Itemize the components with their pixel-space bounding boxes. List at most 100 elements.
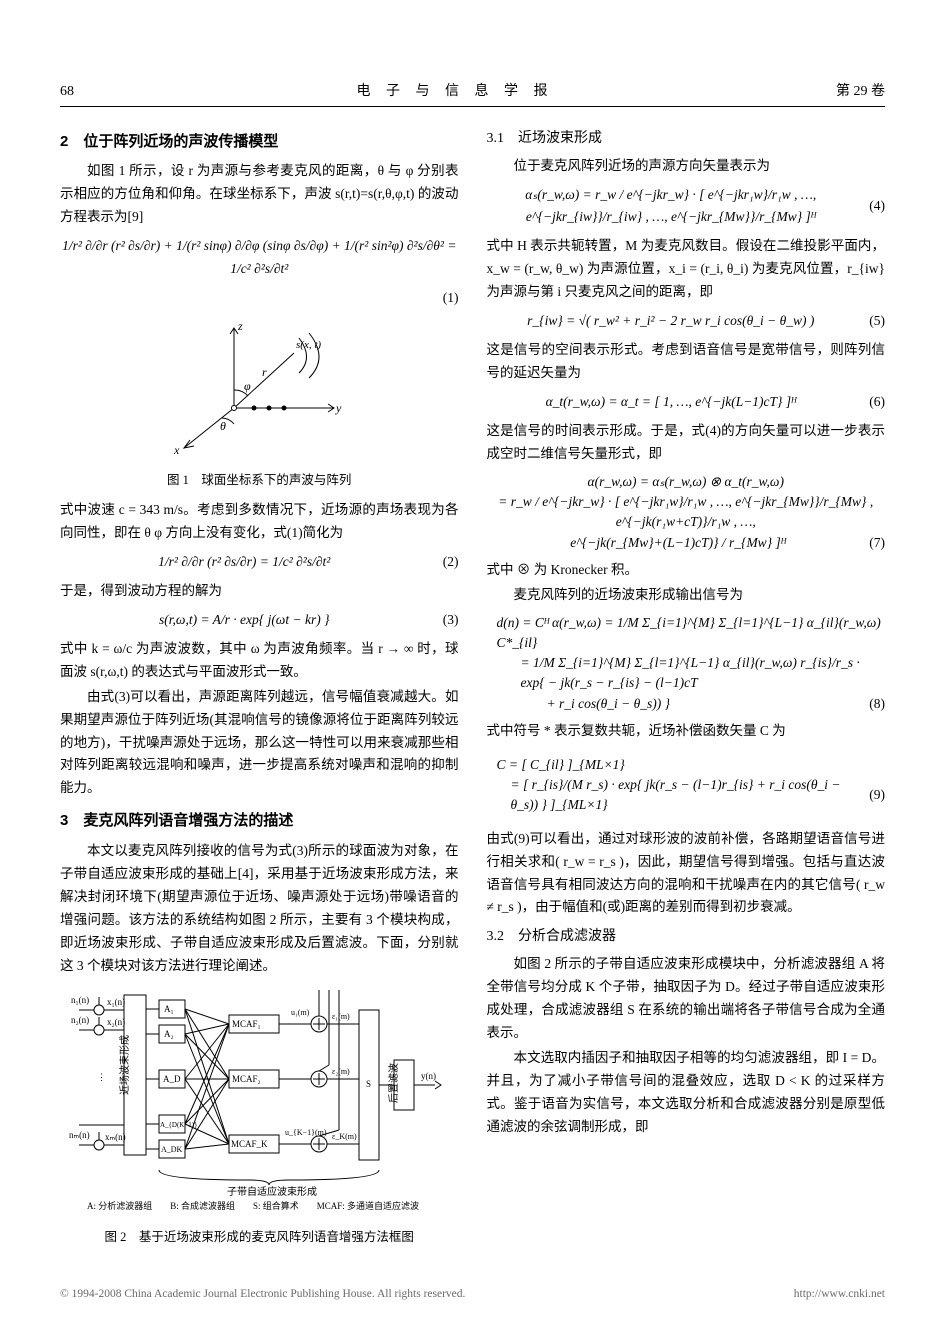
eq-num: (1) — [429, 287, 459, 310]
eq-num: (8) — [869, 694, 885, 714]
svg-text:A_DK: A_DK — [161, 1145, 183, 1154]
para: 式中符号 * 表示复数共轭，近场补偿函数矢量 C 为 — [487, 720, 886, 743]
svg-text:近场波束形成: 近场波束形成 — [118, 1035, 131, 1095]
para: 由式(3)可以看出，声源距离阵列越远，信号幅值衰减越大。如果期望声源位于阵列近场… — [60, 686, 459, 801]
eq-line: C = [ C_{il} ]_{ML×1} — [487, 755, 886, 775]
eq-num: (2) — [429, 551, 459, 574]
svg-text:ε_K(m): ε_K(m) — [332, 1132, 357, 1141]
svg-text:MCAF₂: MCAF₂ — [232, 1074, 261, 1084]
equation-3: s(r,ω,t) = A/r · exp{ j(ωt − kr) } (3) — [60, 609, 459, 632]
svg-text:A_D: A_D — [163, 1074, 181, 1084]
eq-line: + r_i cos(θ_i − θ_s)) } — [487, 694, 870, 714]
eq-body: s(r,ω,t) = A/r · exp{ j(ωt − kr) } — [60, 609, 429, 632]
para: 这是信号的空间表示形式。考虑到语音信号是宽带信号，则阵列信号的延迟矢量为 — [487, 339, 886, 385]
svg-text:ε₁(m): ε₁(m) — [332, 1012, 350, 1021]
para: 由式(9)可以看出，通过对球形波的波前补偿，各路期望语音信号进行相关求和( r_… — [487, 828, 886, 920]
equation-6: α_t(r_w,ω) = α_t = [ 1, …, e^{−jk(L−1)cT… — [487, 391, 886, 414]
figure-1: z y x r φ θ s(x, t) — [60, 318, 459, 466]
figure-1-svg: z y x r φ θ s(x, t) — [164, 318, 354, 458]
two-column-layout: 2 位于阵列近场的声波传播模型 如图 1 所示，设 r 为声源与参考麦克风的距离… — [60, 121, 885, 1257]
eq-body: 1/r² ∂/∂r (r² ∂s/∂r) + 1/(r² sinφ) ∂/∂φ … — [60, 235, 459, 281]
equation-7: α(r_w,ω) = αₛ(r_w,ω) ⊗ α_t(r_w,ω) = r_w … — [487, 472, 886, 553]
eq-num: (7) — [869, 533, 885, 553]
svg-text:MCAF_K: MCAF_K — [231, 1139, 268, 1149]
volume-label: 第 29 卷 — [836, 80, 885, 104]
equation-2: 1/r² ∂/∂r (r² ∂s/∂r) = 1/c² ∂²s/∂t² (2) — [60, 551, 459, 574]
svg-text:y(n): y(n) — [421, 1071, 436, 1081]
svg-text:xₘ(n): xₘ(n) — [105, 1132, 126, 1142]
equation-1: 1/r² ∂/∂r (r² ∂s/∂r) + 1/(r² sinφ) ∂/∂φ … — [60, 235, 459, 281]
svg-text:MCAF₁: MCAF₁ — [232, 1019, 261, 1029]
eq-line: α(r_w,ω) = αₛ(r_w,ω) ⊗ α_t(r_w,ω) — [487, 472, 886, 492]
para: 如图 2 所示的子带自适应波束形成模块中，分析滤波器组 A 将全带信号均分成 K… — [487, 953, 886, 1045]
right-column: 3.1 近场波束形成 位于麦克风阵列近场的声源方向矢量表示为 αₛ(r_w,ω)… — [487, 121, 886, 1257]
equation-4: αₛ(r_w,ω) = r_w / e^{−jkr_w} · [ e^{−jkr… — [487, 184, 886, 230]
eq-body: r_{iw} = √( r_w² + r_i² − 2 r_w r_i cos(… — [487, 310, 856, 333]
svg-text:x₂(n): x₂(n) — [107, 1017, 125, 1027]
para: 本文选取内插因子和抽取因子相等的均匀滤波器组，即 I = D。并且，为了减小子带… — [487, 1047, 886, 1139]
axis-z-label: z — [237, 319, 243, 333]
svg-text:A₂: A₂ — [164, 1029, 174, 1039]
section-3-2-heading: 3.2 分析合成滤波器 — [487, 925, 886, 949]
figure-2-svg: ⋮ — [69, 985, 449, 1215]
para: 这是信号的时间表示形成。于是，式(4)的方向矢量可以进一步表示成空时二维信号矢量… — [487, 420, 886, 466]
para: 如图 1 所示，设 r 为声源与参考麦克风的距离，θ 与 φ 分别表示相应的方位… — [60, 160, 459, 229]
equation-5: r_{iw} = √( r_w² + r_i² − 2 r_w r_i cos(… — [487, 310, 886, 333]
eq-num: (5) — [855, 310, 885, 333]
para: 式中波速 c = 343 m/s。考虑到多数情况下，近场源的声场表现为各向同性，… — [60, 499, 459, 545]
source-label: s(x, t) — [296, 339, 321, 351]
figure-1-caption: 图 1 球面坐标系下的声波与阵列 — [60, 470, 459, 491]
svg-text:nₘ(n): nₘ(n) — [69, 1130, 90, 1140]
svg-text:A_{D(K−1)}: A_{D(K−1)} — [160, 1121, 198, 1129]
eq-line: d(n) = Cᴴ α(r_w,ω) = 1/M Σ_{i=1}^{M} Σ_{… — [487, 613, 886, 654]
equation-8: d(n) = Cᴴ α(r_w,ω) = 1/M Σ_{i=1}^{M} Σ_{… — [487, 613, 886, 714]
figure-2-caption: 图 2 基于近场波束形成的麦克风阵列语音增强方法框图 — [60, 1227, 459, 1248]
para: 本文以麦克风阵列接收的信号为式(3)所示的球面波为对象，在子带自适应波束形成的基… — [60, 840, 459, 978]
page-footer: © 1994-2008 China Academic Journal Elect… — [60, 1285, 885, 1305]
copyright-text: © 1994-2008 China Academic Journal Elect… — [60, 1285, 465, 1305]
r-label: r — [262, 365, 267, 379]
svg-text:x₁(n): x₁(n) — [107, 997, 125, 1007]
eq-line: = r_w / e^{−jkr_w} · [ e^{−jkr₁w}/r₁w , … — [487, 492, 886, 533]
eq-num: (9) — [869, 785, 885, 805]
svg-text:后置滤波: 后置滤波 — [387, 1063, 400, 1103]
left-column: 2 位于阵列近场的声波传播模型 如图 1 所示，设 r 为声源与参考麦克风的距离… — [60, 121, 459, 1257]
eq-num: (4) — [855, 195, 885, 218]
eq-line: = 1/M Σ_{i=1}^{M} Σ_{l=1}^{L−1} α_{il}(r… — [487, 653, 886, 694]
equation-1-num: (1) — [60, 287, 459, 310]
journal-title: 电 子 与 信 息 学 报 — [357, 80, 554, 104]
section-3-heading: 3 麦克风阵列语音增强方法的描述 — [60, 808, 459, 834]
para: 麦克风阵列的近场波束形成输出信号为 — [487, 584, 886, 607]
svg-text:u₁(m): u₁(m) — [291, 1008, 310, 1017]
svg-text:A: 分析滤波器组 B: 合成滤波器组 S: 组合算术: A: 分析滤波器组 B: 合成滤波器组 S: 组合算术 MCAF: 多通道自适应… — [87, 1200, 419, 1211]
figure-2: ⋮ — [60, 985, 459, 1223]
phi-label: φ — [244, 379, 251, 393]
eq-body: 1/r² ∂/∂r (r² ∂s/∂r) = 1/c² ∂²s/∂t² — [60, 551, 429, 574]
eq-body: α_t(r_w,ω) = α_t = [ 1, …, e^{−jk(L−1)cT… — [487, 391, 856, 414]
eq-body: αₛ(r_w,ω) = r_w / e^{−jkr_w} · [ e^{−jkr… — [487, 184, 856, 230]
page: 68 电 子 与 信 息 学 报 第 29 卷 2 位于阵列近场的声波传播模型 … — [0, 0, 945, 1334]
svg-text:u_{K−1}(m): u_{K−1}(m) — [285, 1128, 327, 1137]
section-2-heading: 2 位于阵列近场的声波传播模型 — [60, 129, 459, 155]
eq-num: (3) — [429, 609, 459, 632]
axis-y-label: y — [335, 401, 342, 415]
theta-label: θ — [220, 419, 226, 433]
equation-9: C = [ C_{il} ]_{ML×1} = [ r_{is}/(M r_s)… — [487, 755, 886, 816]
section-3-1-heading: 3.1 近场波束形成 — [487, 127, 886, 151]
page-number: 68 — [60, 80, 74, 104]
svg-text:ε₂(m): ε₂(m) — [332, 1067, 350, 1076]
svg-text:子带自适应波束形成: 子带自适应波束形成 — [227, 1185, 317, 1198]
para: 式中 H 表示共轭转置，M 为麦克风数目。假设在二维投影平面内，x_w = (r… — [487, 235, 886, 304]
footer-url: http://www.cnki.net — [794, 1285, 885, 1305]
para: 式中 ⊗ 为 Kronecker 积。 — [487, 559, 886, 582]
eq-num: (6) — [855, 391, 885, 414]
para: 位于麦克风阵列近场的声源方向矢量表示为 — [487, 155, 886, 178]
svg-text:n₂(n): n₂(n) — [71, 1015, 89, 1025]
svg-text:A₁: A₁ — [164, 1004, 174, 1014]
axis-x-label: x — [173, 443, 180, 457]
running-header: 68 电 子 与 信 息 学 报 第 29 卷 — [60, 80, 885, 107]
eq-line: = [ r_{is}/(M r_s) · exp{ jk(r_s − (l−1)… — [487, 775, 870, 816]
eq-line: e^{−jk(r_{Mw}+(L−1)cT)} / r_{Mw} ]ᴴ — [487, 533, 870, 553]
para: 式中 k = ω/c 为声波波数，其中 ω 为声波角频率。当 r → ∞ 时，球… — [60, 638, 459, 684]
svg-text:S: S — [366, 1079, 371, 1089]
